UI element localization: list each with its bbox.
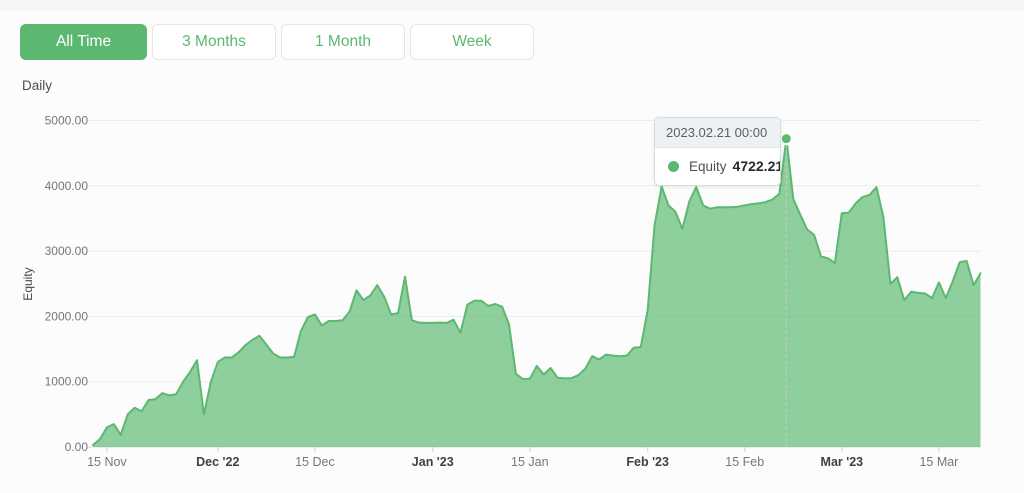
y-tick-label: 0.00: [65, 440, 89, 454]
y-axis-title: Equity: [21, 267, 35, 300]
equity-line: [92, 137, 982, 446]
top-divider-strip: [0, 0, 1024, 11]
range-button-3-months[interactable]: 3 Months: [152, 24, 276, 60]
x-tick-label: 15 Mar: [919, 455, 958, 469]
range-button-all-time[interactable]: All Time: [20, 24, 147, 60]
y-tick-label: 1000.00: [45, 375, 89, 389]
y-tick-label: 5000.00: [45, 114, 89, 128]
x-tick-label: Mar '23: [821, 455, 864, 469]
x-tick-label: 15 Nov: [87, 455, 127, 469]
tooltip-date: 2023.02.21 00:00: [655, 118, 780, 148]
y-tick-label: 3000.00: [45, 244, 89, 258]
x-tick-label: Dec '22: [196, 455, 239, 469]
x-tick-label: 15 Feb: [725, 455, 764, 469]
x-tick-label: 15 Dec: [295, 455, 335, 469]
y-tick-label: 2000.00: [45, 309, 89, 323]
x-tick-label: Jan '23: [412, 455, 454, 469]
tooltip-body: Equity 4722.21: [655, 148, 780, 185]
range-button-week[interactable]: Week: [410, 24, 534, 60]
tooltip-series-label: Equity: [689, 158, 727, 174]
frequency-label: Daily: [22, 78, 53, 93]
x-tick-label: Feb '23: [626, 455, 669, 469]
highlighted-point-marker: [779, 132, 793, 146]
y-tick-label: 4000.00: [45, 179, 89, 193]
series-marker-dot-icon: [668, 160, 679, 172]
range-button-1-month[interactable]: 1 Month: [281, 24, 405, 60]
tooltip-series-value: 4722.21: [732, 158, 781, 174]
x-tick-label: 15 Jan: [511, 455, 549, 469]
time-range-toolbar: All Time 3 Months 1 Month Week: [20, 24, 534, 60]
chart-tooltip: 2023.02.21 00:00 Equity 4722.21: [654, 117, 781, 186]
equity-area-fill: [93, 138, 981, 447]
